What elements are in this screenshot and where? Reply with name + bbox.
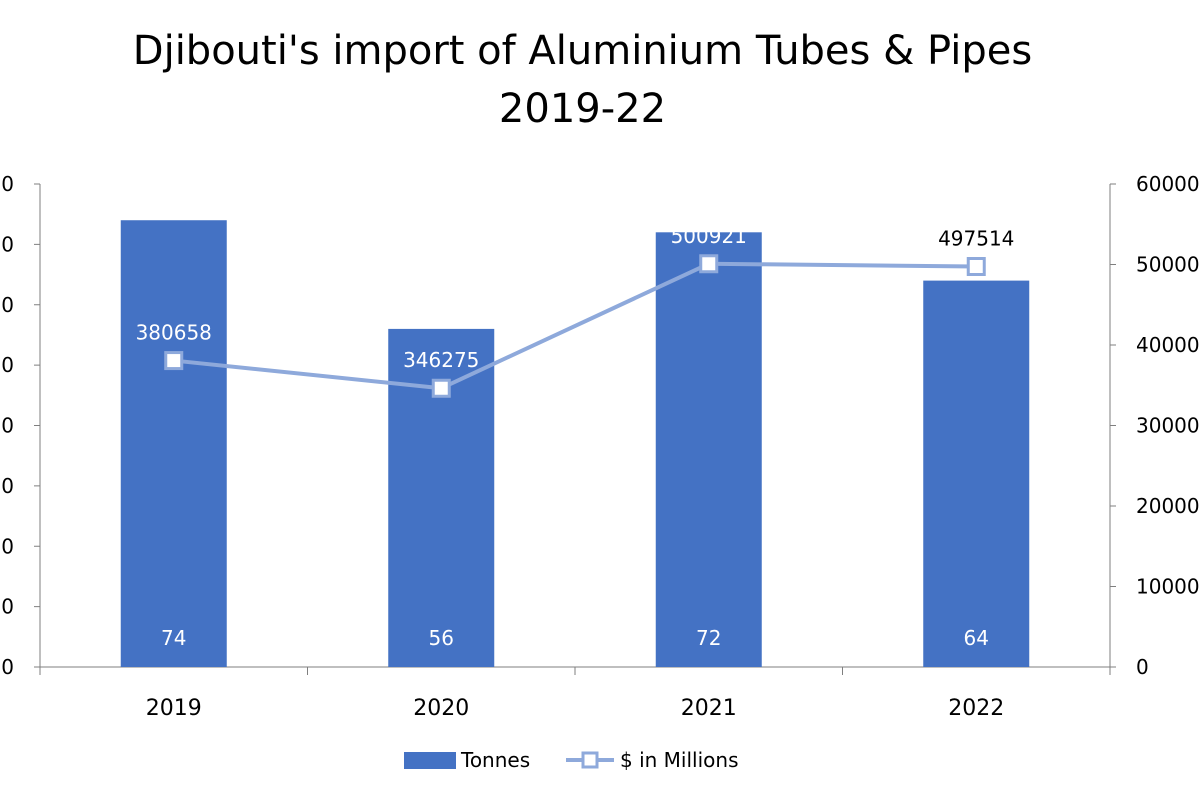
- right-axis-tick-label: 600000: [1136, 172, 1200, 196]
- x-axis-tick-label: 2021: [681, 696, 737, 721]
- left-axis-tick-label: 0: [1, 534, 14, 558]
- x-axis-tick-label: 2022: [948, 696, 1004, 721]
- left-axis-tick-label: 0: [1, 655, 14, 679]
- left-axis-tick-label: 0: [1, 414, 14, 438]
- left-axis-tick-label: 0: [1, 293, 14, 317]
- right-axis-tick-label: 500000: [1136, 253, 1200, 277]
- legend-label-dollars: $ in Millions: [620, 748, 739, 772]
- right-axis-tick-label: 0: [1136, 655, 1149, 679]
- line-marker: [164, 351, 184, 371]
- bar-data-label: 64: [964, 626, 989, 650]
- bar-tonnes: [655, 232, 762, 668]
- chart-title-line-1: Djibouti's import of Aluminium Tubes & P…: [132, 28, 1033, 74]
- left-axis-tick-label: 0: [1, 474, 14, 498]
- legend-label-tonnes: Tonnes: [460, 748, 530, 772]
- line-dollars: [173, 261, 977, 391]
- left-axis-tick-label: 0: [1, 353, 14, 377]
- right-axis-tick-label: 400000: [1136, 333, 1200, 357]
- x-axis-tick-label: 2020: [413, 696, 469, 721]
- line-marker: [699, 254, 719, 274]
- line-marker: [966, 257, 986, 277]
- line-data-label: 346275: [403, 348, 479, 372]
- left-axis-tick-label: 0: [1, 232, 14, 256]
- left-axis-tick-label: 0: [1, 595, 14, 619]
- x-axis-tick-label: 2019: [146, 696, 202, 721]
- legend-swatch-tonnes: [404, 752, 456, 769]
- bar-tonnes: [120, 220, 227, 667]
- chart-title-line-2: 2019-22: [498, 86, 667, 132]
- chart-title: Djibouti's import of Aluminium Tubes & P…: [0, 22, 1165, 138]
- line-marker: [431, 378, 451, 398]
- right-axis-tick-label: 300000: [1136, 414, 1200, 438]
- bar-data-label: 74: [161, 626, 186, 650]
- line-data-label: 500921: [671, 224, 747, 248]
- bar-tonnes: [923, 280, 1030, 667]
- bar-data-label: 72: [696, 626, 721, 650]
- legend-marker-dollars: [581, 751, 599, 769]
- bar-data-label: 56: [429, 626, 454, 650]
- right-axis-tick-label: 100000: [1136, 575, 1200, 599]
- line-data-label: 380658: [136, 321, 212, 345]
- left-axis-tick-label: 0: [1, 172, 14, 196]
- line-data-label: 497514: [938, 227, 1014, 251]
